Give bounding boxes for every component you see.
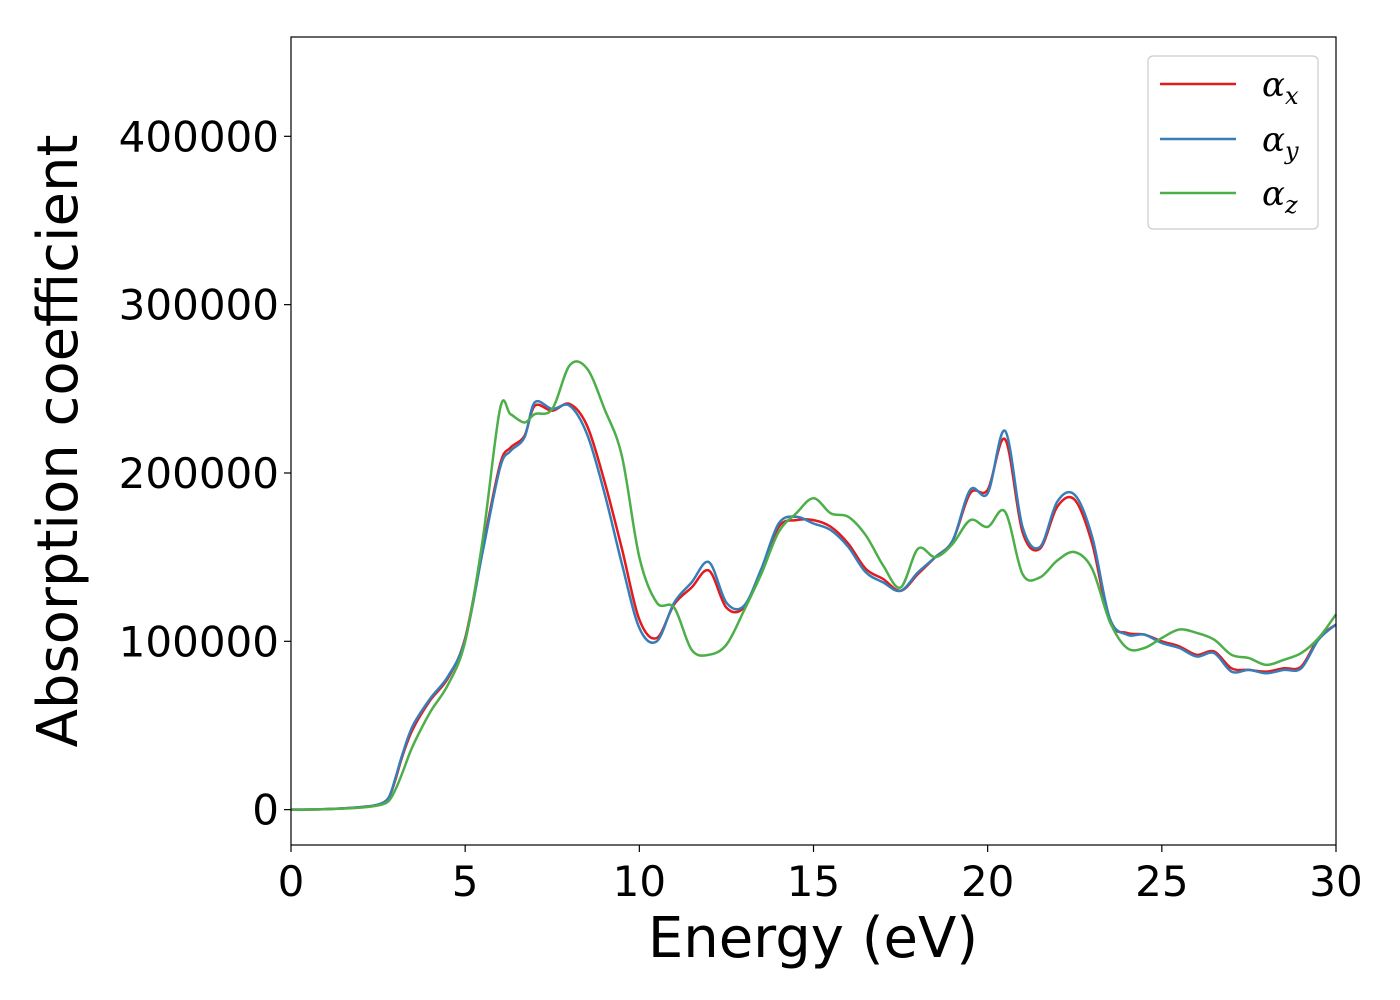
y-axis: 0 100000 200000 300000 400000 <box>119 112 291 835</box>
x-tick-label: 20 <box>961 857 1014 906</box>
x-tick-label: 25 <box>1135 857 1188 906</box>
y-tick-label: 0 <box>252 786 279 835</box>
x-axis-title: Energy (eV) <box>648 906 978 971</box>
legend-box <box>1147 55 1319 230</box>
x-axis: 0 5 10 15 20 25 30 <box>278 845 1363 906</box>
series-line-y <box>290 399 1337 811</box>
x-tick-label: 5 <box>452 857 479 906</box>
series-line-z <box>290 360 1338 811</box>
legend: αx αy αz <box>1147 55 1319 230</box>
plot-series <box>290 360 1338 811</box>
x-tick-label: 15 <box>787 857 840 906</box>
y-tick-label: 300000 <box>119 281 279 330</box>
x-tick-label: 30 <box>1309 857 1362 906</box>
y-tick-label: 100000 <box>119 617 279 666</box>
series-line-x <box>290 402 1337 811</box>
y-axis-title: Absorption coefficient <box>26 135 91 748</box>
x-tick-label: 10 <box>613 857 666 906</box>
legend-label-z: αz <box>1262 174 1298 219</box>
legend-label-y: αy <box>1262 120 1299 165</box>
y-tick-label: 400000 <box>119 112 279 161</box>
y-tick-label: 200000 <box>119 449 279 498</box>
legend-label-x: αx <box>1262 65 1299 110</box>
x-tick-label: 0 <box>278 857 305 906</box>
